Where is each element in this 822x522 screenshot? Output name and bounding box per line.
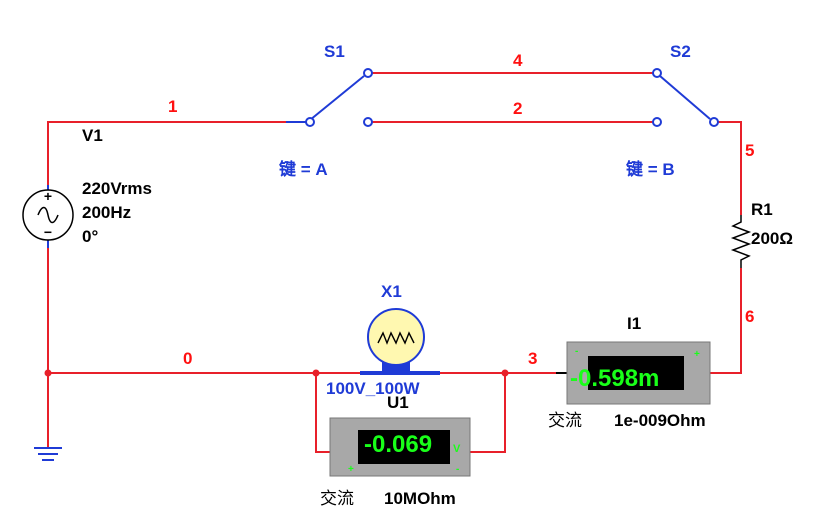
source-voltage: 220Vrms <box>82 179 152 198</box>
voltmeter-mode: 交流 <box>320 489 354 509</box>
node-label: 2 <box>513 99 522 118</box>
switch-s2-key: 键 = B <box>626 159 675 179</box>
junction-dot <box>44 369 52 377</box>
voltmeter-unit: V <box>453 443 461 455</box>
source-frequency: 200Hz <box>82 203 131 222</box>
ammeter-neg-marker: - <box>575 346 578 357</box>
ammeter-name: I1 <box>627 314 641 333</box>
lamp-filament <box>377 331 415 345</box>
node-label: 3 <box>528 349 537 368</box>
resistor-value: 200Ω <box>751 229 793 248</box>
ground-symbol <box>34 440 62 461</box>
ammeter-i1[interactable]: - + -0.598m <box>556 341 711 405</box>
node-label: 0 <box>183 349 192 368</box>
voltmeter-reading: -0.069 <box>364 431 432 458</box>
voltmeter-name: U1 <box>387 393 409 412</box>
voltmeter-resistance: 10MOhm <box>384 489 456 508</box>
switch-s2-common <box>709 117 719 127</box>
lamp-rating: 100V_100W <box>326 379 421 398</box>
sine-wave-icon <box>37 206 59 224</box>
switch-s2[interactable] <box>652 68 719 127</box>
wire-node6 <box>710 268 742 374</box>
wire-voltmeter-pos <box>470 373 506 453</box>
lamp-bulb-icon <box>367 308 425 366</box>
ammeter-mode: 交流 <box>548 411 582 431</box>
switch-s1-name: S1 <box>324 42 345 61</box>
switch-s1-throw-down <box>363 117 373 127</box>
source-phase: 0° <box>82 227 98 246</box>
plus-sign: + <box>44 188 52 204</box>
switch-s1-throw-up <box>363 68 373 78</box>
switch-s2-throw-up <box>652 68 662 78</box>
resistor-name: R1 <box>751 200 773 219</box>
wire-node1 <box>47 121 286 185</box>
voltmeter-neg-marker: - <box>456 464 459 475</box>
wire-voltmeter-neg <box>315 373 330 453</box>
junction-dot <box>501 369 509 377</box>
junction-dot <box>312 369 320 377</box>
minus-sign: − <box>44 224 52 240</box>
node-label: 4 <box>513 51 523 70</box>
ammeter-reading: -0.598m <box>570 365 659 392</box>
node-label: 1 <box>168 97 177 116</box>
voltmeter-u1[interactable]: -0.069 V + - <box>329 417 471 477</box>
node-label: 5 <box>745 141 754 160</box>
source-name: V1 <box>82 126 103 145</box>
junctions <box>44 369 509 377</box>
switch-s2-name: S2 <box>670 42 691 61</box>
switch-s1-common <box>305 117 315 127</box>
wire-node0-left <box>47 248 360 374</box>
ammeter-display <box>588 356 684 390</box>
switch-s1-key: 键 = A <box>279 159 328 179</box>
voltmeter-pos-marker: + <box>348 464 354 475</box>
lamp-name: X1 <box>381 282 402 301</box>
resistor-r1[interactable] <box>730 215 752 268</box>
switch-s2-blade <box>659 75 711 120</box>
ac-source-v1[interactable]: + − <box>22 185 74 248</box>
switch-s2-throw-down <box>652 117 662 127</box>
switch-s1[interactable] <box>286 68 373 127</box>
wire-node5 <box>716 121 742 215</box>
switch-s1-blade <box>309 75 365 121</box>
lamp-x1[interactable] <box>360 308 440 375</box>
voltmeter-display <box>358 430 450 464</box>
node-label: 6 <box>745 307 754 326</box>
ac-source-circle <box>22 189 74 241</box>
ammeter-resistance: 1e-009Ohm <box>614 411 706 430</box>
ammeter-pos-marker: + <box>694 349 700 360</box>
